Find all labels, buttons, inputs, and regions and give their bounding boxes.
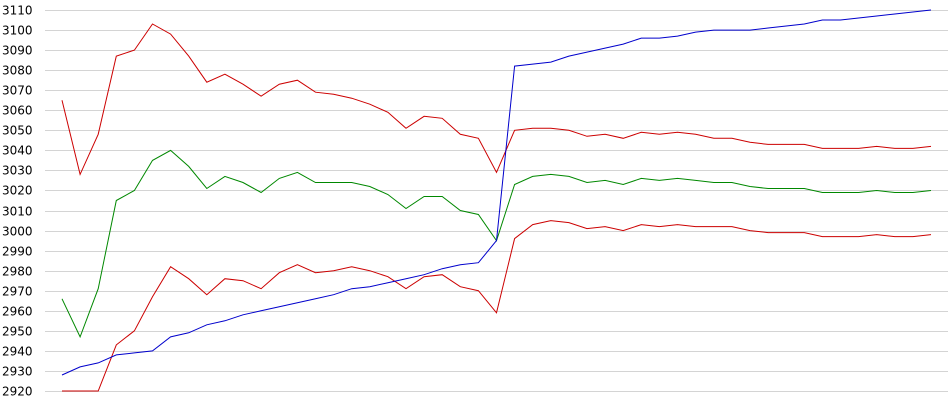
y-tick-label: 3050: [2, 124, 33, 138]
y-tick-label: 3080: [2, 64, 33, 78]
series-layer: [61, 9, 932, 392]
y-tick-label: 3020: [2, 184, 33, 198]
y-tick-label: 2950: [2, 325, 33, 339]
y-tick-label: 3010: [2, 205, 33, 219]
y-tick-label: 3030: [2, 164, 33, 178]
y-tick-label: 2970: [2, 285, 33, 299]
series-line-4: [61, 9, 932, 376]
y-tick-label: 3060: [2, 104, 33, 118]
y-tick-label: 3040: [2, 144, 33, 158]
series-line-3: [62, 220, 932, 392]
series-line-2: [61, 149, 932, 339]
y-tick-label: 2960: [2, 305, 33, 319]
y-tick-label: 3110: [2, 4, 33, 18]
series-line-1: [61, 23, 932, 176]
y-tick-label: 3000: [2, 225, 33, 239]
y-axis: 3110 3100 3090 3080 3070 3060 3050 3040 3030 3020…: [2, 4, 33, 399]
gridlines: [45, 10, 948, 392]
y-tick-label: 2940: [2, 345, 33, 359]
y-tick-label: 2930: [2, 365, 33, 379]
y-tick-label: 3070: [2, 84, 33, 98]
y-tick-label: 3100: [2, 24, 33, 38]
y-tick-label: 2920: [2, 385, 33, 399]
y-tick-label: 2980: [2, 265, 33, 279]
y-tick-label: 3090: [2, 44, 33, 58]
y-tick-label: 2990: [2, 245, 33, 259]
